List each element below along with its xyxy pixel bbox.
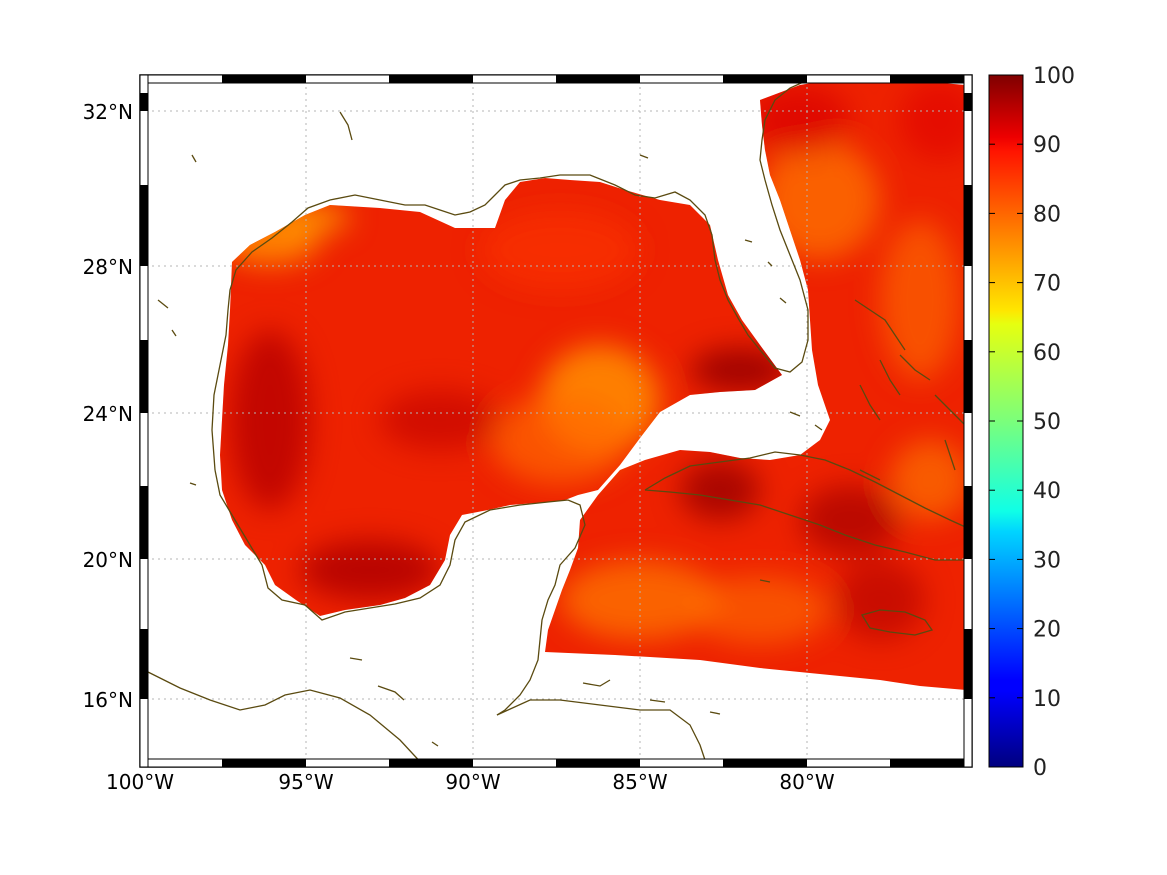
lon-label-95W: 95°W <box>278 770 333 794</box>
colorbar-label: 0 <box>1033 756 1047 781</box>
lat-label-32N: 32°N <box>83 100 133 124</box>
colorbar-label: 100 <box>1033 64 1075 89</box>
colorbar-label: 80 <box>1033 202 1061 227</box>
colorbar-label: 30 <box>1033 548 1061 573</box>
map-frame <box>139 74 973 768</box>
lat-label-28N: 28°N <box>83 255 133 279</box>
lat-label-16N: 16°N <box>83 688 133 712</box>
colorbar-label: 50 <box>1033 410 1061 435</box>
colorbar-label: 40 <box>1033 479 1061 504</box>
colorbar-label: 10 <box>1033 687 1061 712</box>
longitude-labels: 100°W 95°W 90°W 85°W 80°W <box>106 770 835 794</box>
lon-label-85W: 85°W <box>612 770 667 794</box>
lat-label-20N: 20°N <box>83 548 133 572</box>
lat-label-24N: 24°N <box>83 402 133 426</box>
colorbar-label: 70 <box>1033 272 1061 297</box>
lon-label-80W: 80°W <box>779 770 834 794</box>
latitude-labels: 32°N 28°N 24°N 20°N 16°N <box>83 100 133 712</box>
colorbar-ticks <box>989 74 1023 768</box>
colorbar-labels: 0 10 20 30 40 50 60 70 80 90 100 <box>1033 64 1075 781</box>
colorbar-label: 60 <box>1033 341 1061 366</box>
gridlines <box>140 75 972 767</box>
lon-label-100W: 100°W <box>106 770 174 794</box>
colorbar-label: 20 <box>1033 618 1061 643</box>
colorbar-label: 90 <box>1033 133 1061 158</box>
relative-humidity-field <box>220 80 966 690</box>
coastlines <box>139 74 973 768</box>
colorbar: 0 10 20 30 40 50 60 70 80 90 100 <box>988 64 1075 781</box>
lon-label-90W: 90°W <box>445 770 500 794</box>
